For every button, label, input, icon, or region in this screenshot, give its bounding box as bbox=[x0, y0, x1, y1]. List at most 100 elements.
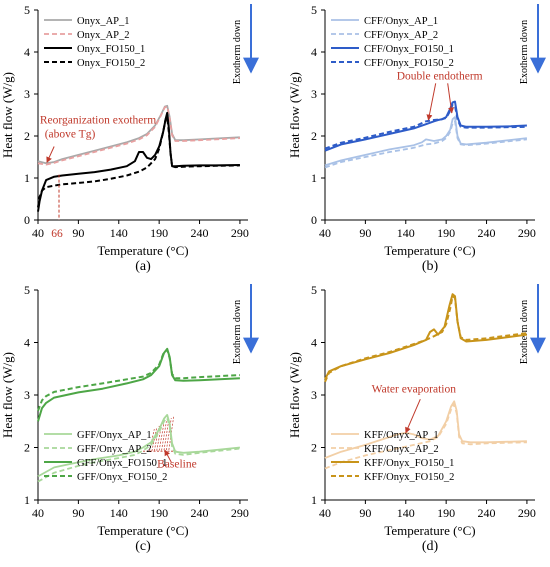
temperature-marker-label: 66 bbox=[51, 228, 63, 240]
x-tick-label: 140 bbox=[397, 226, 415, 240]
x-tick-label: 190 bbox=[437, 506, 455, 520]
legend-label: KFF/Onyx_FO150_1 bbox=[364, 458, 454, 469]
panel-label: (a) bbox=[135, 259, 151, 274]
annotation-arrow bbox=[426, 83, 437, 121]
y-tick-label: 5 bbox=[311, 283, 317, 297]
x-axis-title: Temperature (°C) bbox=[97, 243, 188, 258]
series-line-1 bbox=[37, 414, 240, 478]
y-tick-label: 4 bbox=[311, 336, 317, 350]
legend-label: KFF/Onyx_AP_2 bbox=[364, 444, 439, 455]
annotation-label: (above Tg) bbox=[45, 128, 96, 140]
x-tick-label: 290 bbox=[518, 226, 536, 240]
legend-label: KFF/Onyx_AP_1 bbox=[364, 430, 439, 441]
y-axis-title: Heat flow (W/g) bbox=[287, 352, 302, 438]
x-tick-label: 40 bbox=[319, 506, 331, 520]
y-tick-label: 3 bbox=[24, 87, 30, 101]
y-tick-label: 5 bbox=[24, 283, 30, 297]
series-line-4 bbox=[37, 116, 240, 208]
y-tick-label: 4 bbox=[24, 45, 30, 59]
legend-label: Onyx_FO150_2 bbox=[77, 58, 145, 69]
legend-label: GFF/Onyx_AP_1 bbox=[77, 430, 152, 441]
y-tick-label: 2 bbox=[24, 441, 30, 455]
legend-label: CFF/Onyx_AP_1 bbox=[364, 16, 438, 27]
series-line-4 bbox=[324, 295, 528, 383]
x-tick-label: 140 bbox=[110, 506, 128, 520]
x-tick-label: 90 bbox=[72, 226, 84, 240]
y-tick-label: 1 bbox=[24, 171, 30, 185]
x-tick-label: 40 bbox=[32, 506, 44, 520]
x-tick-label: 290 bbox=[231, 226, 249, 240]
series-line-4 bbox=[324, 103, 527, 150]
annotation-arrow bbox=[164, 449, 172, 463]
y-tick-label: 3 bbox=[311, 87, 317, 101]
y-tick-label: 2 bbox=[311, 129, 317, 143]
panel-label: (c) bbox=[135, 539, 151, 554]
x-tick-label: 90 bbox=[359, 506, 371, 520]
panel-label: (b) bbox=[422, 259, 439, 274]
exotherm-down-label: Exotherm down bbox=[519, 300, 530, 364]
x-tick-label: 240 bbox=[478, 506, 496, 520]
y-axis-title: Heat flow (W/g) bbox=[0, 352, 15, 438]
x-tick-label: 190 bbox=[150, 226, 168, 240]
series-line-1 bbox=[324, 400, 527, 459]
legend-label: Onyx_FO150_1 bbox=[77, 44, 145, 55]
series-line-2 bbox=[324, 403, 527, 470]
y-tick-label: 3 bbox=[24, 388, 30, 402]
x-tick-label: 290 bbox=[518, 506, 536, 520]
y-tick-label: 1 bbox=[24, 493, 30, 507]
legend-label: CFF/Onyx_AP_2 bbox=[364, 30, 438, 41]
exotherm-down-label: Exotherm down bbox=[519, 20, 530, 84]
annotation-arrow bbox=[405, 399, 421, 434]
chart-panel-1: 40 90 140 190 240 290 0 1 2 3 4 5 Temperature (°C) He… bbox=[0, 3, 259, 274]
legend-label: GFF/Onyx_AP_2 bbox=[77, 444, 152, 455]
legend-label: GFF/Onyx_FO150_1 bbox=[77, 458, 167, 469]
series-line-4 bbox=[37, 348, 240, 412]
y-tick-label: 5 bbox=[24, 3, 30, 17]
y-tick-label: 1 bbox=[311, 493, 317, 507]
y-axis-title: Heat flow (W/g) bbox=[0, 72, 15, 158]
series-line-1 bbox=[37, 104, 240, 165]
annotation-arrow bbox=[447, 83, 455, 114]
y-tick-label: 3 bbox=[311, 388, 317, 402]
legend-label: KFF/Onyx_FO150_2 bbox=[364, 472, 454, 483]
legend-label: CFF/Onyx_FO150_2 bbox=[364, 58, 454, 69]
y-tick-label: 1 bbox=[311, 171, 317, 185]
legend-label: CFF/Onyx_FO150_1 bbox=[364, 44, 454, 55]
series-line-2 bbox=[324, 120, 527, 169]
x-tick-label: 140 bbox=[397, 506, 415, 520]
x-axis-title: Temperature (°C) bbox=[384, 243, 475, 258]
annotation-label: Double endotherm bbox=[397, 70, 483, 82]
chart-panel-2: 40 90 140 190 240 290 0 1 2 3 4 5 Temperature (°C) He… bbox=[287, 3, 546, 274]
annotation-label: Reorganization exotherm bbox=[40, 114, 156, 126]
x-tick-label: 190 bbox=[150, 506, 168, 520]
x-tick-label: 240 bbox=[191, 506, 209, 520]
y-tick-label: 0 bbox=[24, 213, 30, 227]
x-tick-label: 240 bbox=[478, 226, 496, 240]
exotherm-down-label: Exotherm down bbox=[232, 300, 243, 364]
y-tick-label: 0 bbox=[311, 213, 317, 227]
x-tick-label: 40 bbox=[32, 226, 44, 240]
annotation-arrow bbox=[46, 146, 55, 164]
chart-panel-4: 40 90 140 190 240 290 1 2 3 4 5 Temperature (°C) Hea… bbox=[287, 283, 546, 554]
y-tick-label: 2 bbox=[311, 441, 317, 455]
y-tick-label: 4 bbox=[311, 45, 317, 59]
legend-label: Onyx_AP_2 bbox=[77, 30, 130, 41]
x-axis-title: Temperature (°C) bbox=[97, 523, 188, 538]
x-tick-label: 40 bbox=[319, 226, 331, 240]
x-axis-title: Temperature (°C) bbox=[384, 523, 475, 538]
y-axis-title: Heat flow (W/g) bbox=[287, 72, 302, 158]
series-line-3 bbox=[37, 347, 240, 422]
exotherm-down-label: Exotherm down bbox=[232, 20, 243, 84]
x-tick-label: 240 bbox=[191, 226, 209, 240]
x-tick-label: 290 bbox=[231, 506, 249, 520]
legend-label: GFF/Onyx_FO150_2 bbox=[77, 472, 167, 483]
panel-label: (d) bbox=[422, 539, 439, 554]
legend-label: Onyx_AP_1 bbox=[77, 16, 130, 27]
y-tick-label: 2 bbox=[24, 129, 30, 143]
y-tick-label: 5 bbox=[311, 3, 317, 17]
x-tick-label: 190 bbox=[437, 226, 455, 240]
x-tick-label: 90 bbox=[72, 506, 84, 520]
y-tick-label: 4 bbox=[24, 336, 30, 350]
x-tick-label: 90 bbox=[359, 226, 371, 240]
